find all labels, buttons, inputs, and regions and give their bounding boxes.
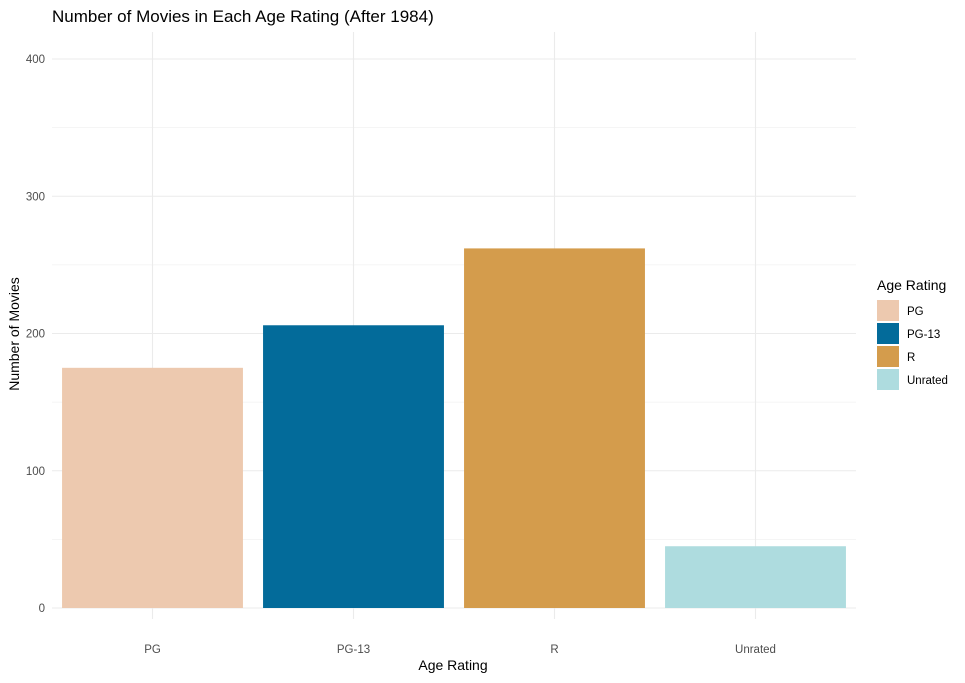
legend-label: R: [907, 352, 915, 364]
x-axis-ticks: PG PG-13 R Unrated: [144, 644, 776, 656]
legend-swatch: [877, 346, 899, 367]
bar-pg-13: [263, 325, 444, 608]
x-tick-label: PG-13: [337, 644, 370, 656]
x-axis-title: Age Rating: [418, 657, 487, 673]
y-tick-label: 300: [26, 191, 45, 203]
y-tick-label: 100: [26, 466, 45, 478]
legend-title: Age Rating: [877, 277, 946, 293]
legend-swatch: [877, 300, 899, 321]
legend-label: PG-13: [907, 329, 940, 341]
x-tick-label: Unrated: [735, 644, 776, 656]
legend-swatch: [877, 369, 899, 390]
legend-swatch: [877, 323, 899, 344]
y-tick-label: 400: [26, 54, 45, 66]
bar-pg: [62, 367, 243, 608]
legend-label: Unrated: [907, 375, 948, 387]
legend-label: PG: [907, 306, 924, 318]
y-axis-title: Number of Movies: [6, 277, 22, 391]
y-tick-label: 0: [39, 603, 45, 615]
legend: Age Rating PG PG-13 R Unrated: [877, 277, 948, 390]
y-axis-ticks: 0 100 200 300 400: [26, 54, 45, 615]
y-tick-label: 200: [26, 329, 45, 341]
x-tick-label: R: [550, 644, 558, 656]
bars: [62, 248, 846, 608]
bar-unrated: [665, 546, 846, 608]
bar-r: [464, 248, 645, 608]
x-tick-label: PG: [144, 644, 161, 656]
chart-title: Number of Movies in Each Age Rating (Aft…: [52, 7, 434, 26]
